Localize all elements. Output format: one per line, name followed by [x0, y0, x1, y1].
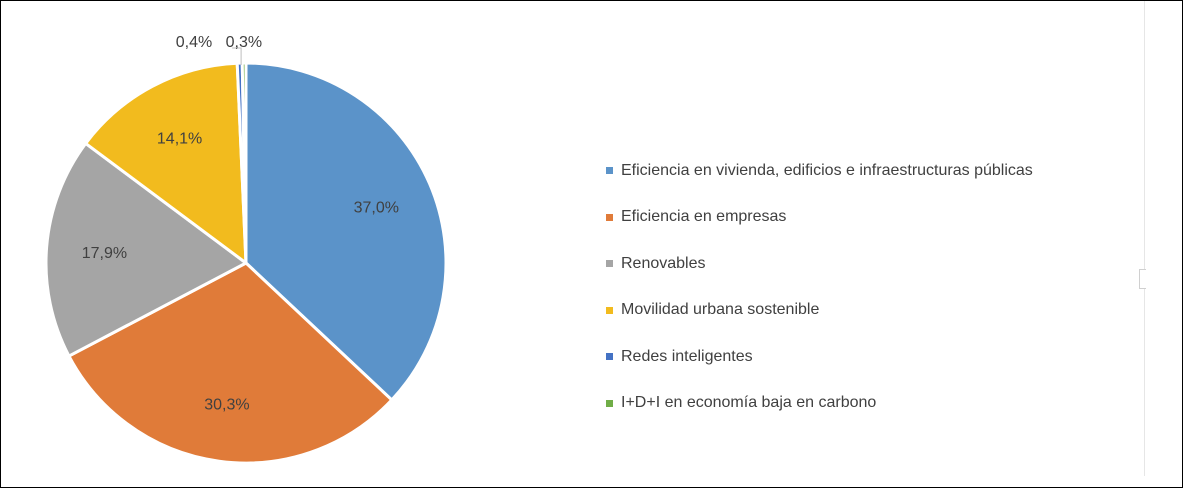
data-label-eficiencia-en-empresas: 30,3%	[204, 397, 249, 414]
legend-item-eficiencia-empresas: Eficiencia en empresas	[606, 206, 1033, 229]
data-label-redes-inteligentes: 0,4%	[176, 34, 212, 51]
pie-slice-i-d-i-en-economia-baja-en-carbono	[240, 61, 248, 265]
legend-swatch	[606, 306, 613, 314]
data-label-i-d-i-en-economia-baja-en-carbono: 0,3%	[226, 34, 262, 51]
legend-label: Movilidad urbana sostenible	[621, 301, 820, 318]
legend-item-renovables: Renovables	[606, 252, 1033, 275]
legend-item-eficiencia-vivienda: Eficiencia en vivienda, edificios e infr…	[606, 159, 1033, 182]
legend: Eficiencia en vivienda, edificios e infr…	[606, 159, 1033, 438]
data-label-eficiencia-en-vivienda-edificios-e-infraestructuras-publicas: 37,0%	[354, 200, 399, 217]
leader-line	[232, 47, 242, 65]
plot-area-border	[1144, 1, 1145, 476]
legend-swatch	[606, 399, 613, 407]
legend-label: Redes inteligentes	[621, 347, 753, 365]
legend-swatch	[606, 167, 613, 174]
legend-swatch	[606, 260, 613, 267]
pie-slice-eficiencia-en-empresas	[67, 261, 394, 465]
pie-slice-movilidad-urbana-sostenible	[84, 61, 248, 265]
legend-swatch	[606, 213, 613, 221]
resize-handle[interactable]	[1139, 269, 1146, 289]
data-label-renovables: 17,9%	[82, 245, 127, 262]
legend-item-idi: I+D+I en economía baja en carbono	[606, 392, 1033, 415]
data-label-movilidad-urbana-sostenible: 14,1%	[157, 131, 202, 148]
legend-label: Renovables	[621, 254, 706, 272]
legend-label: Eficiencia en vivienda, edificios e infr…	[621, 161, 1033, 179]
legend-item-redes: Redes inteligentes	[606, 345, 1033, 368]
pie-slice-eficiencia-en-vivienda-edificios-e-infraestructuras-publicas	[244, 61, 448, 402]
legend-item-movilidad: Movilidad urbana sostenible	[606, 299, 1033, 322]
pie-slices	[44, 61, 448, 465]
legend-label: Eficiencia en empresas	[621, 208, 787, 225]
legend-label: I+D+I en economía baja en carbono	[621, 394, 877, 411]
pie-slice-renovables	[44, 141, 248, 358]
legend-swatch	[606, 353, 613, 360]
pie-data-labels: 37,0% 30,3% 17,9% 14,1% 0,4% 0,3%	[82, 34, 399, 414]
